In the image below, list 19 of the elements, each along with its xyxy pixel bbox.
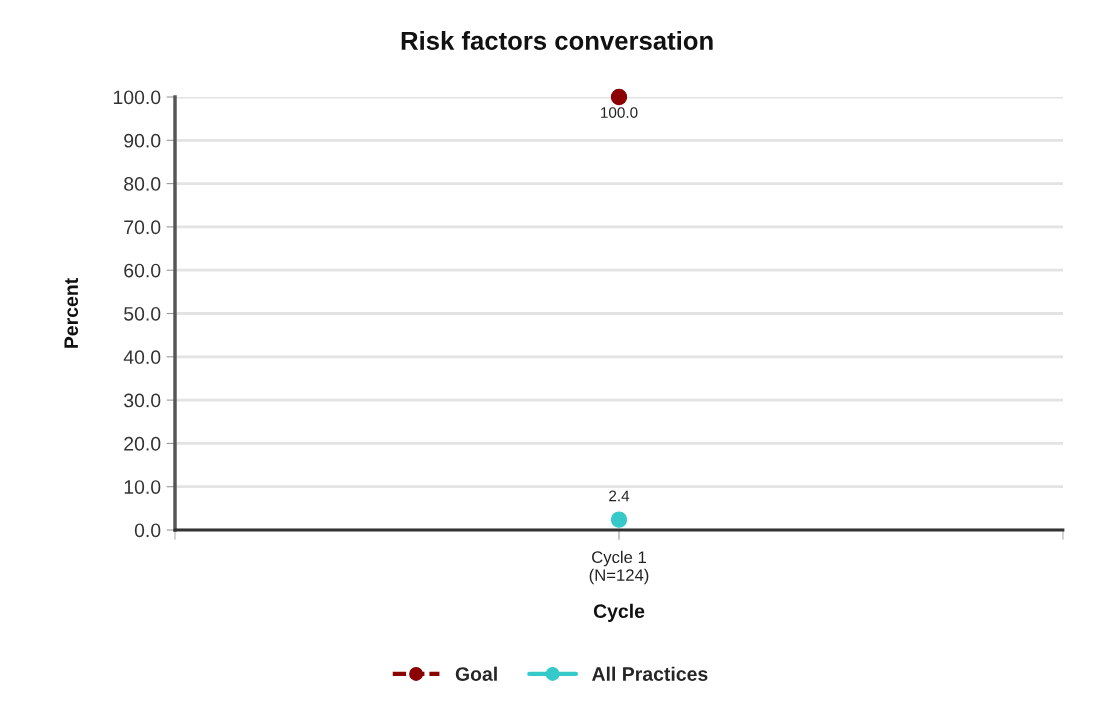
x-axis-title: Cycle <box>593 603 645 622</box>
data-label: 100.0 <box>601 107 638 118</box>
legend-label: All Practices <box>592 666 708 681</box>
y-tick-label: 30.0 <box>124 393 161 408</box>
y-tick-label: 60.0 <box>124 263 161 278</box>
y-tick-label: 100.0 <box>113 90 161 105</box>
data-label: 2.4 <box>609 490 630 502</box>
x-tick-label: Cycle 1 (N=124) <box>589 550 649 585</box>
y-tick-label: 50.0 <box>124 306 161 321</box>
y-tick-label: 80.0 <box>124 177 161 191</box>
y-axis-title: Percent <box>64 278 79 348</box>
y-tick-label: 20.0 <box>124 436 161 451</box>
y-tick-label: 40.0 <box>123 350 161 365</box>
y-tick-label: 70.0 <box>124 220 161 235</box>
y-tick-label: 0.0 <box>134 523 161 538</box>
y-tick-label: 90.0 <box>124 133 161 148</box>
y-tick-label: 10.0 <box>124 480 161 494</box>
chart-title: Risk factors conversation <box>401 31 713 50</box>
legend-label: Goal <box>455 666 497 681</box>
